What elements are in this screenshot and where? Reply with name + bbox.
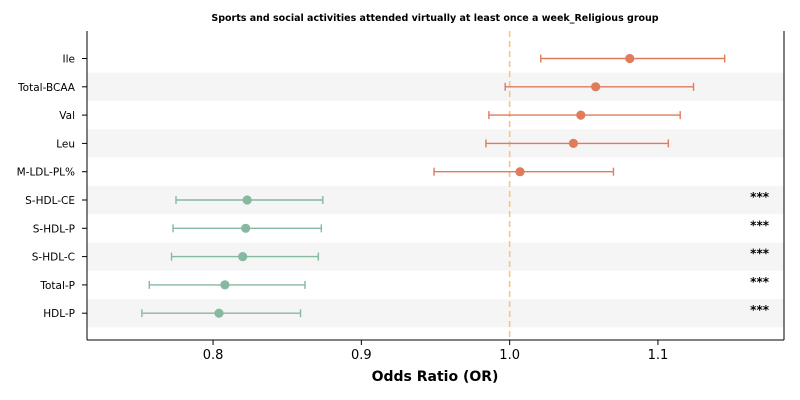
y-tick-label: Ile <box>63 54 75 66</box>
y-tick-label: Leu <box>56 138 75 150</box>
y-tick-label: M-LDL-PL% <box>17 167 75 179</box>
or-point <box>568 138 579 148</box>
or-point <box>241 223 251 233</box>
forest-row: Total-BCAA <box>17 82 695 94</box>
y-tick-label: Total-BCAA <box>17 82 76 94</box>
y-tick-label: S-HDL-C <box>32 252 75 264</box>
x-tick-label: 1.0 <box>499 348 520 363</box>
forest-row: Leu <box>56 138 670 150</box>
y-tick-label: Val <box>59 110 75 122</box>
significance-label: *** <box>750 218 770 232</box>
significance-label: *** <box>750 275 770 289</box>
x-tick-label: 0.8 <box>203 348 224 363</box>
row-band <box>87 129 784 158</box>
or-point <box>515 167 525 177</box>
significance-label: *** <box>750 303 770 317</box>
y-tick-label: S-HDL-P <box>33 223 75 235</box>
or-point <box>576 110 586 120</box>
or-point <box>238 252 248 262</box>
significance-label: *** <box>750 247 770 261</box>
forest-row: Val <box>59 110 681 122</box>
x-tick-label: 0.9 <box>351 348 372 363</box>
chart-title: Sports and social activities attended vi… <box>211 13 658 24</box>
or-point <box>220 280 230 290</box>
forest-row: Total-P *** <box>39 275 769 292</box>
forest-row: S-HDL-CE *** <box>25 190 770 207</box>
y-tick-label: Total-P <box>39 280 75 292</box>
forest-row: M-LDL-PL% <box>17 167 615 179</box>
forest-row: HDL-P *** <box>43 303 770 320</box>
or-point <box>242 195 252 205</box>
x-tick-label: 1.1 <box>648 348 669 363</box>
forest-row: Ile <box>63 53 726 66</box>
axes: 0.8 0.9 1.0 1.1 <box>86 31 785 363</box>
or-point <box>591 82 601 92</box>
or-point <box>625 53 635 64</box>
y-tick-label: S-HDL-CE <box>25 195 75 207</box>
significance-label: *** <box>750 190 770 204</box>
y-tick-label: HDL-P <box>43 308 75 320</box>
forest-row: S-HDL-P *** <box>33 218 770 235</box>
forest-row: S-HDL-C *** <box>32 247 770 264</box>
or-point <box>214 308 224 318</box>
x-axis-label: Odds Ratio (OR) <box>372 369 499 385</box>
